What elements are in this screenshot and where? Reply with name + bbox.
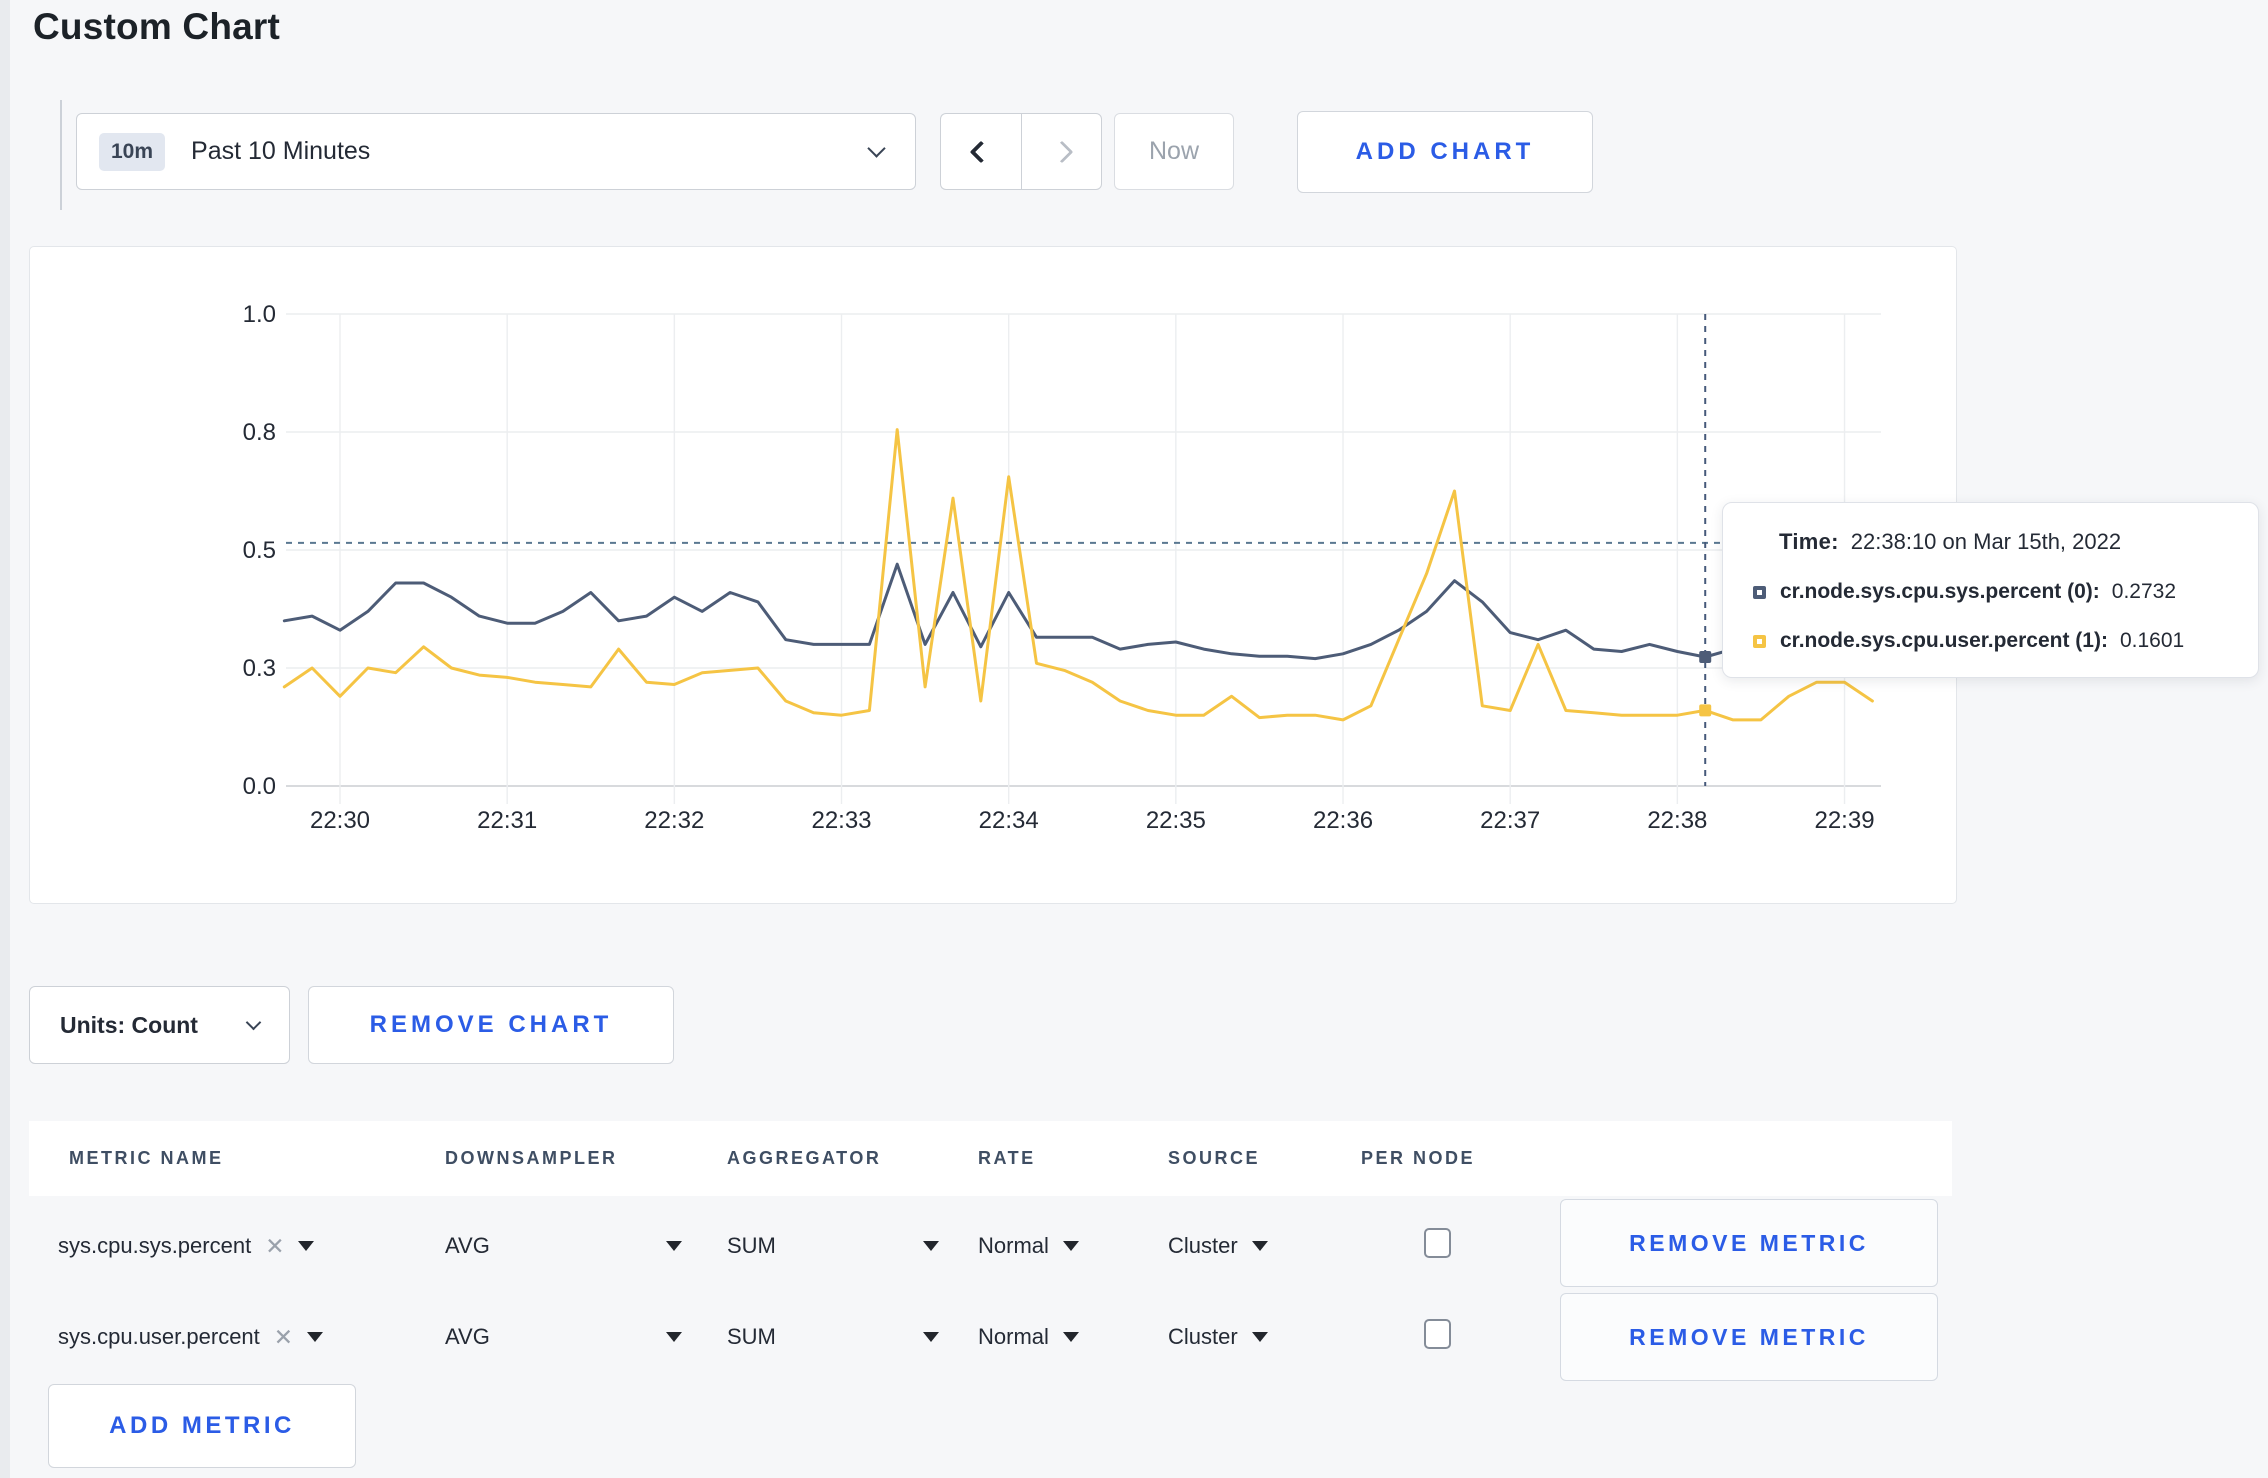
x-axis-tick-label: 22:31 <box>477 807 537 834</box>
chevron-down-icon <box>867 139 886 158</box>
y-axis-tick-label: 0.3 <box>243 655 276 682</box>
chart-tooltip: Time: 22:38:10 on Mar 15th, 2022 cr.node.… <box>1722 502 2259 678</box>
aggregator-dropdown[interactable]: SUM <box>727 1208 939 1284</box>
y-axis-tick-label: 0.8 <box>243 419 276 446</box>
tooltip-time-value: 22:38:10 on Mar 15th, 2022 <box>1850 529 2122 554</box>
column-header-per-node: PER NODE <box>1361 1148 1476 1168</box>
column-header-metric-name: METRIC NAME <box>69 1148 224 1168</box>
timeseries-chart[interactable]: 0.0 0.3 0.5 0.8 1.0 22:30 22:31 22:32 22:33 22:34… <box>30 247 1956 903</box>
chart-card: 0.0 0.3 0.5 0.8 1.0 22:30 22:31 22:32 22:33 22:34… <box>29 246 1957 904</box>
hover-point-marker <box>1699 704 1712 717</box>
units-dropdown[interactable]: Units: Count <box>29 986 290 1064</box>
time-range-label: Past 10 Minutes <box>191 137 371 165</box>
series-line-cr.node.sys.cpu.user.percent <box>282 428 1874 722</box>
remove-chart-button[interactable]: REMOVE CHART <box>308 986 674 1064</box>
x-axis-tick-label: 22:37 <box>1480 807 1540 834</box>
tooltip-series-row: cr.node.sys.cpu.sys.percent (0): 0.2732 <box>1753 580 2258 604</box>
dropdown-caret-icon <box>1062 1241 1079 1251</box>
chevron-down-icon <box>245 1014 262 1031</box>
clear-metric-icon[interactable]: ✕ <box>265 1232 285 1259</box>
dropdown-caret-icon <box>666 1241 682 1251</box>
dropdown-caret-icon <box>1251 1332 1268 1342</box>
per-node-checkbox[interactable] <box>1424 1319 1451 1349</box>
page-title: Custom Chart <box>33 6 281 47</box>
chevron-left-icon <box>969 140 993 163</box>
metric-name-dropdown[interactable]: sys.cpu.user.percent ✕ <box>58 1299 324 1375</box>
dropdown-caret-icon <box>923 1241 939 1251</box>
column-header-downsampler: DOWNSAMPLER <box>445 1148 618 1168</box>
time-range-dropdown[interactable]: 10m Past 10 Minutes <box>76 113 916 190</box>
per-node-checkbox[interactable] <box>1424 1228 1451 1258</box>
column-header-rate: RATE <box>978 1148 1036 1168</box>
series-line-cr.node.sys.cpu.sys.percent <box>282 562 1874 661</box>
dropdown-caret-icon <box>923 1332 939 1342</box>
clear-metric-icon[interactable]: ✕ <box>273 1323 294 1350</box>
dropdown-caret-icon <box>307 1332 324 1342</box>
metric-name-dropdown[interactable]: sys.cpu.sys.percent ✕ <box>58 1208 315 1284</box>
metric-row: sys.cpu.user.percent ✕ AVG SUM Normal Cl… <box>29 1299 1952 1375</box>
y-axis-tick-label: 0.5 <box>243 537 276 564</box>
tooltip-series-value: 0.1601 <box>2119 629 2185 652</box>
tooltip-time-row: Time: 22:38:10 on Mar 15th, 2022 <box>1779 529 2258 555</box>
hover-point-marker <box>1699 651 1712 664</box>
series-swatch-icon <box>1753 585 1766 599</box>
y-axis-tick-label: 1.0 <box>243 301 276 328</box>
tooltip-series-list: cr.node.sys.cpu.sys.percent (0): 0.2732 cr… <box>1753 580 2258 653</box>
y-axis-tick-label: 0.0 <box>243 773 276 800</box>
tooltip-series-row: cr.node.sys.cpu.user.percent (1): 0.1601 <box>1753 629 2258 653</box>
remove-metric-button[interactable]: REMOVE METRIC <box>1560 1199 1938 1287</box>
x-axis-tick-label: 22:32 <box>644 807 704 834</box>
dropdown-caret-icon <box>1251 1241 1268 1251</box>
chevron-right-icon <box>1050 140 1073 163</box>
now-button[interactable]: Now <box>1114 113 1234 190</box>
x-axis-tick-label: 22:33 <box>811 807 871 834</box>
units-label: Units: Count <box>60 1011 198 1038</box>
time-range-prev-button[interactable] <box>940 113 1021 190</box>
x-axis-tick-label: 22:35 <box>1146 807 1206 834</box>
column-header-aggregator: AGGREGATOR <box>727 1148 882 1168</box>
time-range-next-button[interactable] <box>1021 113 1102 190</box>
x-axis-tick-label: 22:30 <box>310 807 370 834</box>
source-dropdown[interactable]: Cluster <box>1168 1208 1268 1284</box>
downsampler-dropdown[interactable]: AVG <box>445 1299 682 1375</box>
x-axis-tick-label: 22:39 <box>1814 807 1874 834</box>
remove-metric-button[interactable]: REMOVE METRIC <box>1560 1293 1938 1381</box>
column-header-source: SOURCE <box>1168 1148 1261 1168</box>
x-axis-tick-label: 22:38 <box>1647 807 1707 834</box>
dropdown-caret-icon <box>298 1241 315 1251</box>
toolbar-divider <box>60 100 62 210</box>
source-dropdown[interactable]: Cluster <box>1168 1299 1268 1375</box>
add-metric-button[interactable]: ADD METRIC <box>48 1384 356 1468</box>
series-swatch-icon <box>1753 634 1766 648</box>
rate-dropdown[interactable]: Normal <box>978 1299 1079 1375</box>
tooltip-series-value: 0.2732 <box>2111 580 2177 603</box>
add-chart-button[interactable]: ADD CHART <box>1297 111 1593 193</box>
dropdown-caret-icon <box>1062 1332 1079 1342</box>
tooltip-series-name: cr.node.sys.cpu.sys.percent (0): <box>1780 580 2100 603</box>
metrics-table-header: METRIC NAME DOWNSAMPLER AGGREGATOR RATE SOUR… <box>29 1121 1952 1196</box>
x-axis-tick-label: 22:34 <box>979 807 1039 834</box>
tooltip-series-name: cr.node.sys.cpu.user.percent (1): <box>1780 629 2108 652</box>
x-axis-tick-label: 22:36 <box>1313 807 1373 834</box>
aggregator-dropdown[interactable]: SUM <box>727 1299 939 1375</box>
downsampler-dropdown[interactable]: AVG <box>445 1208 682 1284</box>
time-range-badge: 10m <box>99 132 166 171</box>
dropdown-caret-icon <box>666 1332 682 1342</box>
metric-row: sys.cpu.sys.percent ✕ AVG SUM Normal Clu… <box>29 1208 1952 1284</box>
tooltip-time-label: Time: <box>1779 529 1839 554</box>
page-left-edge <box>0 0 10 1478</box>
rate-dropdown[interactable]: Normal <box>978 1208 1079 1284</box>
